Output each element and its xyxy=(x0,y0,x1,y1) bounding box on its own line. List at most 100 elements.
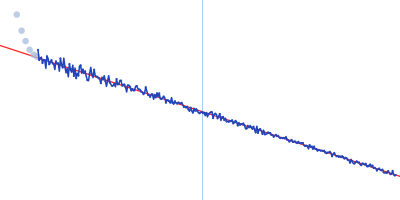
Point xyxy=(340,156,346,159)
Point xyxy=(118,79,124,82)
Point xyxy=(75,74,82,77)
Point xyxy=(268,133,275,137)
Point xyxy=(145,93,151,96)
Point xyxy=(203,111,210,115)
Point xyxy=(255,131,261,135)
Point xyxy=(228,120,234,123)
Point xyxy=(349,160,356,163)
Point xyxy=(367,163,373,166)
Point xyxy=(142,86,149,89)
Point xyxy=(342,156,349,159)
Point xyxy=(165,99,171,102)
Point xyxy=(156,92,162,95)
Point xyxy=(376,167,382,170)
Point xyxy=(365,165,371,168)
Point xyxy=(86,72,93,75)
Point xyxy=(147,95,154,98)
Point xyxy=(338,155,344,159)
Point xyxy=(259,132,266,136)
Point xyxy=(257,128,264,131)
Point xyxy=(360,162,367,165)
Point xyxy=(194,110,200,113)
Point xyxy=(322,151,328,154)
Point xyxy=(282,137,288,140)
Point xyxy=(291,140,297,143)
Point xyxy=(80,68,86,71)
Point xyxy=(302,144,308,148)
Point xyxy=(300,141,306,145)
Point xyxy=(275,134,281,137)
Point xyxy=(96,77,102,80)
Point xyxy=(138,90,144,93)
Point xyxy=(100,78,106,81)
Point xyxy=(232,119,239,122)
Point xyxy=(140,93,147,96)
Point xyxy=(30,53,37,56)
Point xyxy=(35,48,41,51)
Point xyxy=(333,155,340,158)
Point xyxy=(280,137,286,140)
Point xyxy=(91,68,97,71)
Point xyxy=(358,164,364,167)
Point xyxy=(60,66,66,69)
Point xyxy=(326,150,333,153)
Point xyxy=(277,136,284,140)
Point xyxy=(154,92,160,95)
Point xyxy=(210,117,216,120)
Point xyxy=(98,82,104,85)
Point xyxy=(205,112,212,116)
Point xyxy=(84,79,90,82)
Point xyxy=(134,84,140,88)
Point xyxy=(68,70,75,73)
Point xyxy=(378,169,385,172)
Point xyxy=(158,97,165,101)
Point xyxy=(354,160,360,163)
Point xyxy=(44,55,50,58)
Point xyxy=(116,82,122,86)
Point xyxy=(372,166,378,169)
Point xyxy=(356,161,362,164)
Point xyxy=(120,83,126,86)
Point xyxy=(374,169,380,172)
Point xyxy=(241,124,248,127)
Point xyxy=(78,64,84,67)
Point xyxy=(127,85,133,88)
Point xyxy=(246,126,252,129)
Point xyxy=(190,111,196,114)
Point xyxy=(362,162,369,165)
Point xyxy=(331,151,338,155)
Point xyxy=(262,133,268,136)
Point xyxy=(122,85,129,89)
Point xyxy=(369,164,376,167)
Point xyxy=(284,138,290,141)
Point xyxy=(152,93,158,96)
Point xyxy=(50,62,57,66)
Point xyxy=(344,158,351,162)
Point xyxy=(217,112,223,116)
Point xyxy=(219,116,225,119)
Point xyxy=(163,101,169,104)
Point xyxy=(188,106,194,109)
Point xyxy=(178,101,185,104)
Point xyxy=(26,48,33,51)
Point xyxy=(34,55,40,58)
Point xyxy=(57,57,64,60)
Point xyxy=(42,58,48,62)
Point xyxy=(102,80,108,83)
Point xyxy=(48,58,55,62)
Point xyxy=(160,95,167,98)
Point xyxy=(221,119,228,122)
Point xyxy=(390,169,396,173)
Point xyxy=(270,135,277,138)
Point xyxy=(46,63,52,66)
Point xyxy=(315,148,322,152)
Point xyxy=(264,132,270,135)
Point xyxy=(131,89,138,92)
Point xyxy=(293,141,299,144)
Point xyxy=(107,81,113,84)
Point xyxy=(176,101,183,105)
Point xyxy=(252,131,259,134)
Point xyxy=(89,73,95,76)
Point xyxy=(336,155,342,159)
Point xyxy=(329,155,335,158)
